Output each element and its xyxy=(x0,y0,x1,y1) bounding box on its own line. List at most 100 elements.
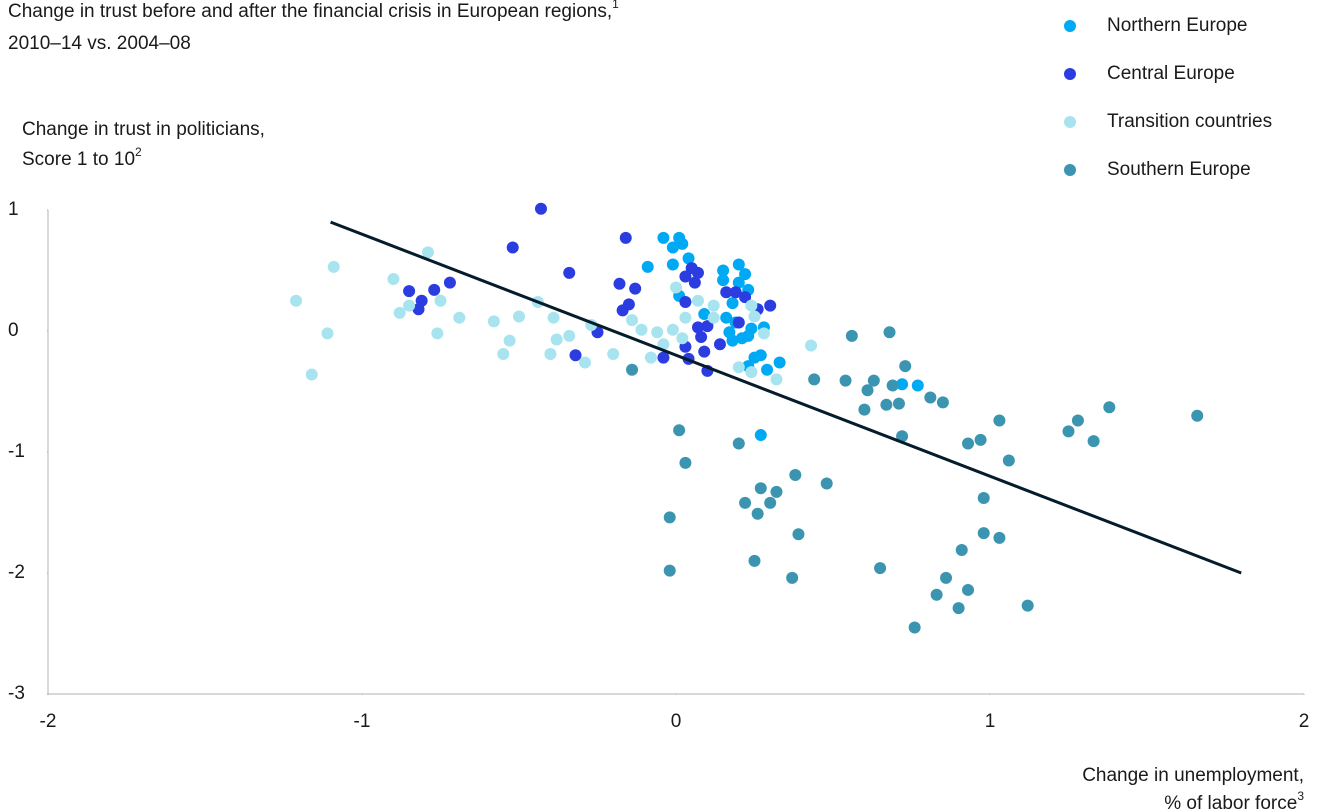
point xyxy=(764,496,777,509)
point xyxy=(1002,454,1015,467)
point xyxy=(676,332,689,345)
x-tick-label: 2 xyxy=(1299,711,1310,732)
point xyxy=(880,398,893,411)
point xyxy=(487,315,500,328)
point xyxy=(544,347,557,360)
point xyxy=(635,323,648,336)
point xyxy=(930,588,943,601)
x-tick-label: -2 xyxy=(40,711,57,732)
point xyxy=(547,311,560,324)
point xyxy=(1062,425,1075,438)
point xyxy=(732,361,745,374)
point xyxy=(497,347,510,360)
trend-line xyxy=(330,220,1242,575)
point xyxy=(657,351,670,364)
point xyxy=(679,311,692,324)
x-axis-label-text: % of labor force xyxy=(1164,793,1297,812)
point xyxy=(616,304,629,317)
point xyxy=(641,260,654,273)
point xyxy=(732,276,745,289)
legend-swatch xyxy=(1064,20,1076,32)
point xyxy=(1087,435,1100,448)
point xyxy=(786,571,799,584)
y-axis-label: Score 1 to 102 xyxy=(22,145,142,170)
point xyxy=(327,260,340,273)
point xyxy=(748,554,761,567)
point xyxy=(720,311,733,324)
point xyxy=(839,374,852,387)
point xyxy=(676,237,689,250)
point xyxy=(453,311,466,324)
point xyxy=(977,491,990,504)
chart-title: Change in trust before and after the fin… xyxy=(8,0,619,22)
point xyxy=(629,282,642,295)
legend-label: Northern Europe xyxy=(1107,15,1247,36)
point xyxy=(688,276,701,289)
point xyxy=(666,258,679,271)
point xyxy=(1021,599,1034,612)
point xyxy=(748,351,761,364)
point xyxy=(792,528,805,541)
point xyxy=(745,299,758,312)
point xyxy=(443,276,456,289)
point xyxy=(387,272,400,285)
point xyxy=(974,433,987,446)
point xyxy=(657,231,670,244)
y-axis-label-note: 2 xyxy=(135,145,142,159)
point xyxy=(955,544,968,557)
point xyxy=(707,311,720,324)
point xyxy=(726,297,739,310)
point xyxy=(754,429,767,442)
point xyxy=(861,384,874,397)
point xyxy=(619,231,632,244)
point xyxy=(735,332,748,345)
point xyxy=(691,294,704,307)
x-axis-label: Change in unemployment, xyxy=(1082,765,1304,786)
point xyxy=(412,303,425,316)
point xyxy=(883,326,896,339)
point xyxy=(896,378,909,391)
point xyxy=(626,363,639,376)
y-tick-label: -2 xyxy=(8,562,25,583)
point xyxy=(670,281,682,294)
point xyxy=(578,356,591,369)
y-axis-label: Change in trust in politicians, xyxy=(22,119,265,140)
title-text: Change in trust before and after the fin… xyxy=(8,1,612,22)
point xyxy=(393,306,406,319)
point xyxy=(805,339,818,352)
point xyxy=(691,321,704,334)
point xyxy=(563,266,576,279)
y-tick-label: -1 xyxy=(8,441,25,462)
point xyxy=(713,338,726,351)
point xyxy=(845,329,858,342)
y-tick-label: 0 xyxy=(8,320,19,341)
point xyxy=(924,391,937,404)
point xyxy=(717,264,730,277)
point xyxy=(428,283,441,296)
point xyxy=(506,241,519,254)
chart-subtitle: 2010–14 vs. 2004–08 xyxy=(8,33,191,54)
point xyxy=(770,373,783,386)
legend-swatch xyxy=(1064,164,1076,176)
point xyxy=(911,379,924,392)
point xyxy=(720,286,733,299)
legend-label: Transition countries xyxy=(1107,111,1272,132)
point xyxy=(899,360,912,373)
point xyxy=(789,468,802,481)
point xyxy=(534,202,547,215)
point xyxy=(569,349,582,362)
point xyxy=(896,430,909,443)
point xyxy=(682,252,695,265)
point xyxy=(707,299,720,312)
point xyxy=(679,270,692,283)
point xyxy=(613,277,626,290)
point xyxy=(607,347,620,360)
x-axis-label-note: 3 xyxy=(1297,789,1304,803)
point xyxy=(773,356,786,369)
point xyxy=(770,485,783,498)
point xyxy=(820,477,833,490)
legend-label: Central Europe xyxy=(1107,63,1235,84)
point xyxy=(644,351,657,364)
point xyxy=(290,294,303,307)
